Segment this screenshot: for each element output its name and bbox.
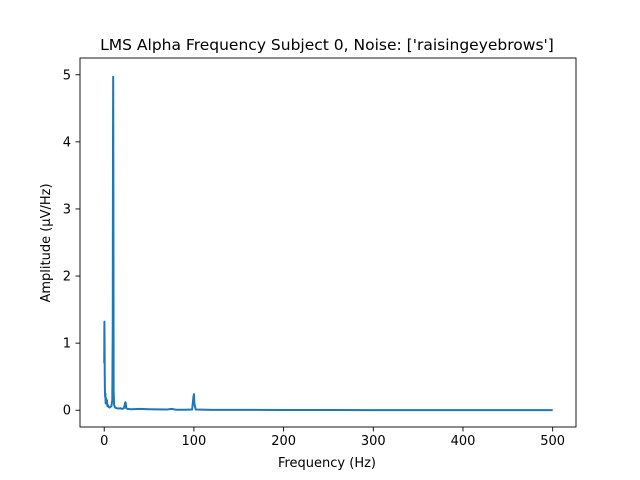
chart-title: LMS Alpha Frequency Subject 0, Noise: ['… xyxy=(100,36,554,54)
y-tick-label: 3 xyxy=(63,202,71,217)
x-tick-label: 400 xyxy=(451,434,476,449)
series-layer xyxy=(103,75,553,412)
y-axis-label: Amplitude (μV/Hz) xyxy=(39,183,54,302)
x-axis-ticks: 0 100 200 300 400 500 xyxy=(100,427,565,449)
x-tick-label: 300 xyxy=(361,434,386,449)
y-tick-label: 2 xyxy=(63,270,71,285)
y-tick-label: 5 xyxy=(63,68,71,83)
y-tick-label: 4 xyxy=(63,135,71,150)
y-axis-ticks: 0 1 2 3 4 5 xyxy=(63,68,80,419)
x-axis-label: Frequency (Hz) xyxy=(278,456,376,471)
series-line xyxy=(103,75,553,412)
x-tick-label: 0 xyxy=(100,434,108,449)
x-tick-label: 200 xyxy=(271,434,296,449)
plot-frame xyxy=(79,57,577,428)
y-tick-label: 0 xyxy=(63,404,71,419)
x-tick-label: 100 xyxy=(181,434,206,449)
x-tick-label: 500 xyxy=(540,434,565,449)
y-tick-label: 1 xyxy=(63,337,71,352)
